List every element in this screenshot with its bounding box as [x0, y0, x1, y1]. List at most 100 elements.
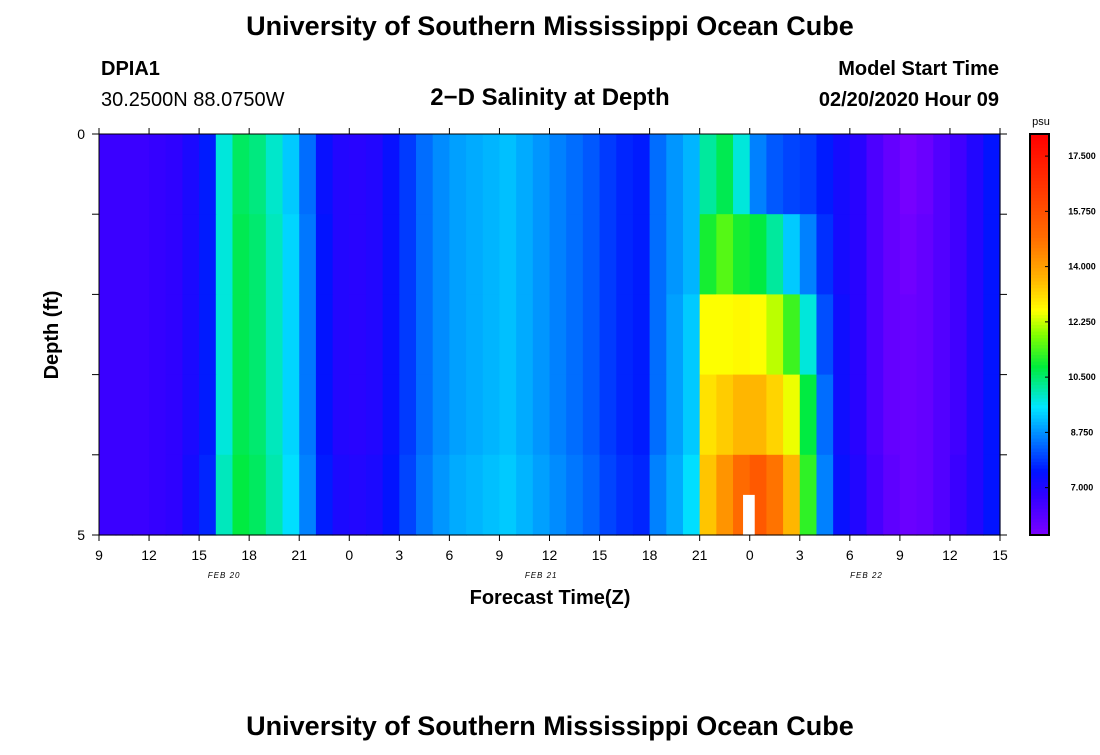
heatmap-cell [382, 134, 400, 215]
colorbar-segment [1030, 214, 1049, 219]
colorbar-segment [1030, 381, 1049, 386]
heatmap-cell [866, 214, 884, 295]
heatmap-cell [666, 454, 684, 536]
heatmap-cell [749, 374, 768, 456]
colorbar-segment [1030, 448, 1049, 452]
heatmap-cell [966, 134, 984, 215]
heatmap-cell [299, 374, 317, 456]
missing-data-cell [743, 494, 755, 535]
heatmap-cell [749, 294, 768, 376]
heatmap-cell [499, 134, 517, 215]
colorbar-segment [1030, 394, 1049, 399]
heatmap-cell [616, 294, 634, 376]
colorbar-segment [1030, 294, 1049, 299]
heatmap-cell [682, 214, 701, 295]
heatmap-cell [416, 454, 434, 536]
y-axis-title: Depth (ft) [41, 291, 63, 380]
x-tick-label: 0 [746, 547, 754, 563]
x-axis-title: Forecast Time(Z) [470, 587, 631, 609]
heatmap-cell [332, 294, 350, 376]
colorbar-segment [1030, 337, 1049, 342]
heatmap-cell [132, 294, 150, 376]
heatmap-cell [749, 134, 768, 215]
heatmap-cell [215, 374, 234, 456]
heatmap-cell [182, 374, 200, 456]
heatmap-cell [599, 454, 617, 536]
heatmap-cell [549, 134, 567, 215]
colorbar-segment [1030, 387, 1049, 392]
heatmap-cell [799, 374, 818, 456]
heatmap-cell [716, 454, 734, 536]
heatmap-cell [916, 134, 934, 215]
colorbar-segment [1030, 257, 1049, 262]
heatmap-cell [399, 374, 417, 456]
colorbar-tick-label: 12.250 [1068, 317, 1096, 327]
heatmap-cell [232, 214, 250, 295]
colorbar-segment [1030, 418, 1049, 422]
heatmap-cell [499, 214, 517, 295]
heatmap-cell [232, 294, 250, 376]
heatmap-cell [883, 454, 901, 536]
heatmap-cell [766, 454, 784, 536]
heatmap-cell [983, 454, 1001, 536]
colorbar-segment [1030, 197, 1049, 202]
heatmap-cell [182, 294, 200, 376]
colorbar-segment [1030, 204, 1049, 209]
heatmap-cell [966, 374, 984, 456]
colorbar-segment [1030, 180, 1049, 185]
colorbar-segment [1030, 224, 1049, 229]
heatmap-cell [365, 294, 384, 376]
colorbar-segment [1030, 351, 1049, 356]
heatmap-cell [365, 374, 384, 456]
colorbar-segment [1030, 240, 1049, 245]
heatmap-cell [599, 134, 617, 215]
heatmap-cell [499, 454, 517, 536]
heatmap-cell [983, 134, 1001, 215]
x-tick-label: 18 [642, 547, 658, 563]
colorbar-segment [1030, 391, 1049, 396]
heatmap-cell [699, 454, 717, 536]
heatmap-cell [199, 294, 217, 376]
heatmap-cell [849, 134, 868, 215]
heatmap-cell [933, 454, 951, 536]
heatmap-cell [616, 374, 634, 456]
heatmap-cell [933, 374, 951, 456]
heatmap-cell [265, 294, 284, 376]
heatmap-cell [966, 214, 984, 295]
heatmap-cell [532, 134, 551, 215]
heatmap-cell [883, 134, 901, 215]
heatmap-cell [432, 454, 450, 536]
heatmap-cell [616, 454, 634, 536]
heatmap-cell [616, 214, 634, 295]
colorbar-segment [1030, 441, 1049, 446]
colorbar-segment [1030, 244, 1049, 249]
colorbar-segment [1030, 134, 1049, 138]
heatmap-cell [699, 134, 717, 215]
heatmap-cell [949, 134, 968, 215]
station-coords: 30.2500N 88.0750W [101, 89, 285, 111]
heatmap-cell [349, 134, 367, 215]
colorbar-segment [1030, 464, 1049, 469]
colorbar-segment [1030, 518, 1049, 523]
colorbar-unit: psu [1032, 116, 1050, 128]
colorbar-segment [1030, 157, 1049, 162]
heatmap-cell [516, 294, 534, 376]
colorbar-segment [1030, 140, 1049, 145]
heatmap-cell [649, 134, 667, 215]
heatmap-cell [332, 134, 350, 215]
heatmap-cell [416, 374, 434, 456]
x-tick-label: 12 [942, 547, 958, 563]
heatmap-cell [165, 214, 184, 295]
colorbar-segment [1030, 284, 1049, 289]
heatmap-cell [365, 454, 384, 536]
colorbar-segment [1030, 210, 1049, 215]
heatmap-cell [766, 214, 784, 295]
heatmap-cell [933, 294, 951, 376]
colorbar-segment [1030, 317, 1049, 322]
heatmap-cell [532, 374, 551, 456]
heatmap-cell [399, 454, 417, 536]
heatmap-cell [983, 374, 1001, 456]
colorbar-segment [1030, 271, 1049, 275]
heatmap-cell [332, 214, 350, 295]
